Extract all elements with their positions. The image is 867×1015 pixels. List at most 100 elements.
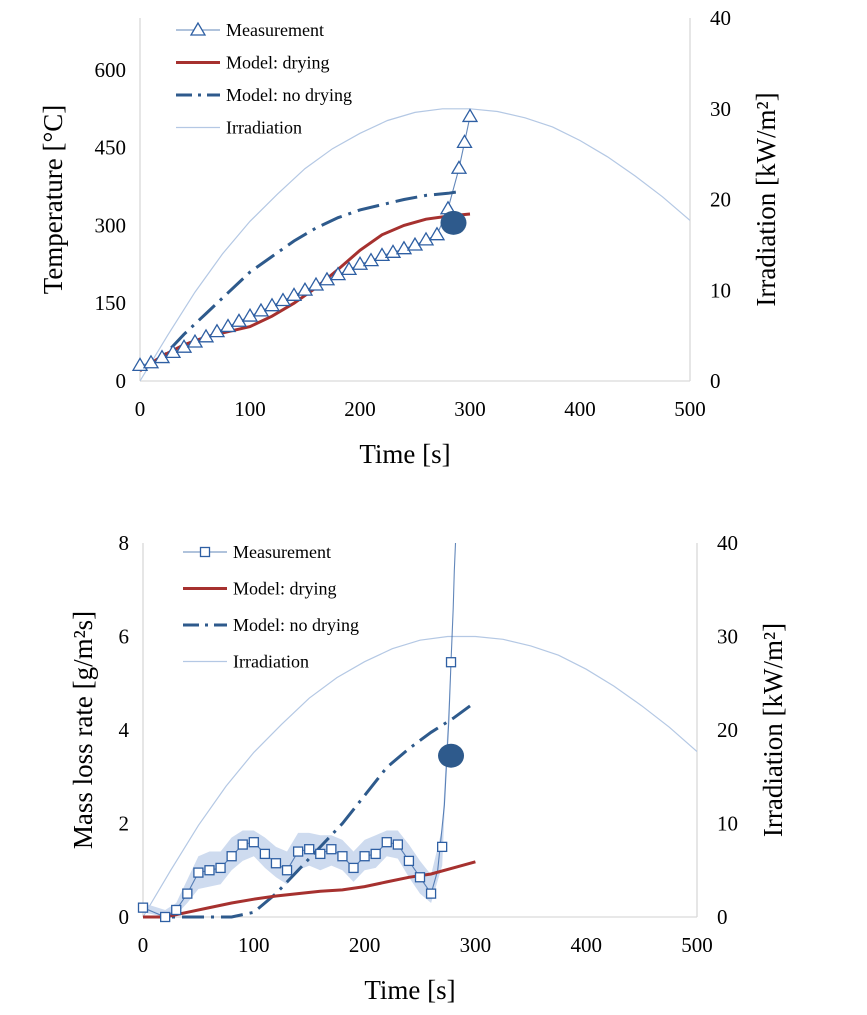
measurement-point — [406, 236, 424, 251]
measurement-point — [204, 865, 215, 876]
legend-label: Measurement — [233, 542, 331, 562]
measurement-point — [281, 865, 293, 876]
measurement-point — [417, 231, 435, 246]
measurement-point — [315, 848, 326, 860]
series-irradiation — [140, 108, 690, 382]
x-tick-label: 500 — [674, 397, 706, 421]
y-axis-title: Temperature [°C] — [38, 105, 68, 295]
x-tick-label: 100 — [238, 933, 270, 957]
measurement-point — [307, 276, 325, 291]
measurement-point — [259, 848, 271, 860]
measurement-point — [171, 904, 182, 916]
measurement-point — [304, 844, 315, 855]
y-tick-label: 2 — [119, 812, 130, 836]
measurement-point — [193, 867, 204, 878]
legend: Measurement Model: drying Model: no drying… — [183, 542, 359, 672]
x-tick-label: 200 — [344, 397, 376, 421]
y2-tick-label: 30 — [710, 97, 731, 121]
measurement-point — [292, 846, 304, 857]
y2-tick-label: 20 — [710, 188, 731, 212]
measurement-point — [414, 872, 426, 883]
measurement-point — [153, 349, 171, 364]
y-tick-label: 6 — [119, 625, 130, 649]
measurement-point — [392, 839, 403, 850]
measurement-point — [340, 261, 358, 276]
legend-label: Model: drying — [226, 53, 330, 73]
legend-marker-measurement — [199, 546, 211, 558]
legend-label: Model: drying — [233, 579, 337, 599]
measurement-point — [395, 240, 413, 255]
measurement-point — [384, 244, 402, 258]
x-tick-label: 0 — [138, 933, 149, 957]
measurement-point — [425, 888, 437, 899]
x-tick-label: 300 — [460, 933, 492, 957]
measurement-point — [456, 134, 473, 149]
measurement-point — [215, 862, 226, 874]
y-tick-label: 4 — [119, 718, 130, 742]
legend-label: Irradiation — [233, 652, 309, 672]
y-tick-label: 600 — [95, 58, 127, 82]
y-tick-label: 150 — [95, 291, 127, 315]
y2-axis-title: Irradiation [kW/m²] — [751, 92, 781, 306]
measurement-point — [428, 226, 446, 241]
legend-label: Irradiation — [226, 118, 302, 138]
series-model-no-drying — [143, 700, 477, 919]
measurement-point — [274, 292, 292, 307]
measurement-point — [403, 855, 415, 867]
y2-axis-title: Irradiation [kW/m²] — [758, 623, 788, 837]
x-tick-label: 300 — [454, 397, 486, 421]
series-irradiation — [143, 635, 697, 918]
measurement-point — [241, 307, 259, 322]
measurement-point — [137, 902, 149, 913]
measurement-point — [263, 297, 281, 312]
measurement-point — [285, 287, 303, 301]
measurement-point — [329, 266, 347, 281]
measurement-point — [160, 911, 171, 923]
measurement-point — [270, 858, 282, 869]
y2-tick-label: 30 — [717, 625, 738, 649]
measurement-point — [197, 328, 215, 343]
x-tick-label: 400 — [564, 397, 596, 421]
measurement-point — [219, 318, 237, 333]
x-axis-title: Time [s] — [364, 975, 455, 1005]
y2-tick-label: 20 — [717, 718, 738, 742]
y-tick-label: 450 — [95, 136, 127, 160]
highlight-marker — [440, 210, 467, 235]
measurement-point — [248, 837, 259, 848]
measurement-point — [230, 313, 248, 327]
measurement-point — [326, 844, 337, 855]
legend-marker-measurement — [189, 21, 207, 36]
y-axis-title: Mass loss rate [g/m²s] — [68, 611, 98, 849]
y2-tick-label: 40 — [710, 6, 731, 30]
measurement-point — [370, 848, 381, 860]
x-tick-label: 100 — [234, 397, 266, 421]
measurement-point — [337, 851, 348, 862]
measurement-point — [175, 339, 193, 353]
plot-area — [143, 542, 697, 919]
y2-tick-label: 0 — [710, 369, 721, 393]
y2-tick-label: 0 — [717, 905, 728, 929]
y-tick-label: 300 — [95, 213, 127, 237]
measurement-point — [296, 281, 314, 296]
x-tick-label: 200 — [349, 933, 381, 957]
legend-label: Model: no drying — [226, 85, 352, 105]
measurement-point — [142, 354, 160, 369]
measurement-point — [186, 333, 204, 348]
measurement-point — [351, 256, 369, 270]
series-model-no-drying — [140, 190, 460, 372]
y-tick-label: 0 — [116, 369, 127, 393]
measurement-point — [182, 888, 193, 899]
measurement-point — [461, 108, 479, 123]
measurement-point — [450, 160, 468, 174]
y2-tick-label: 10 — [717, 812, 738, 836]
temperature-chart: 0 100 200 300 400 5000150300450600010203040Ti… — [38, 6, 781, 469]
y-tick-label: 0 — [119, 905, 130, 929]
measurement-point — [381, 837, 392, 848]
highlight-marker — [438, 743, 465, 768]
y2-tick-label: 10 — [710, 278, 731, 302]
measurement-point — [226, 851, 237, 862]
legend: Measurement Model: drying Model: no drying… — [176, 20, 352, 138]
legend-label: Model: no drying — [233, 615, 359, 635]
measurement-point — [318, 271, 336, 286]
